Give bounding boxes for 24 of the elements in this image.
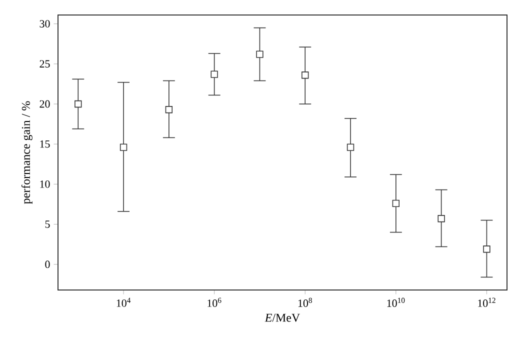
x-tick-label: 10$^{4}$ bbox=[116, 298, 131, 307]
x-tick-label: 10$^{8}$ bbox=[298, 298, 312, 307]
point bbox=[483, 246, 490, 253]
x-axis-title: E/MeV bbox=[264, 314, 300, 322]
x-tick-label: 10$^{10}$ bbox=[387, 298, 405, 307]
y-tick-label: 25 bbox=[40, 60, 50, 68]
y-tick-label: 10 bbox=[40, 180, 50, 188]
point bbox=[392, 200, 400, 207]
point bbox=[120, 144, 128, 151]
y-tick-label: 0 bbox=[45, 260, 50, 268]
point bbox=[346, 144, 354, 151]
point bbox=[302, 72, 309, 79]
y-tick-label: 30 bbox=[40, 20, 50, 28]
point bbox=[165, 106, 173, 114]
x-tick-label: 10$^{6}$ bbox=[208, 298, 222, 307]
y-axis-title: performance gain / % bbox=[21, 101, 32, 204]
y-tick-label: 15 bbox=[40, 140, 50, 148]
point bbox=[438, 215, 445, 222]
point bbox=[210, 70, 218, 78]
x-tick-label: 10$^{12}$ bbox=[478, 298, 496, 307]
y-tick-label: 20 bbox=[40, 100, 50, 108]
point bbox=[256, 50, 264, 58]
point bbox=[74, 100, 82, 108]
y-tick-label: 5 bbox=[45, 220, 50, 228]
